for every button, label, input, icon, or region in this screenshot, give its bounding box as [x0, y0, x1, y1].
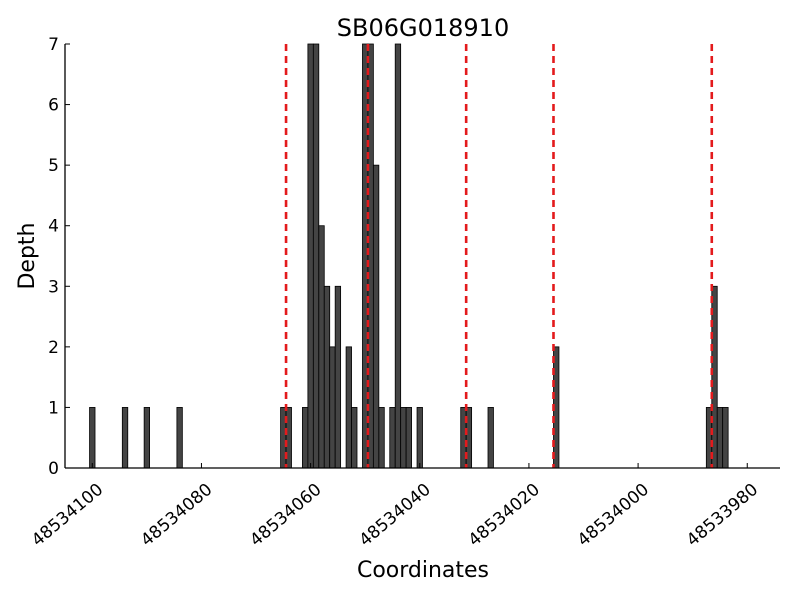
- depth-bar: [394, 43, 402, 469]
- chart-title: SB06G018910: [337, 14, 509, 42]
- y-tick-label: 6: [48, 96, 59, 116]
- x-tick-label: 48534060: [246, 480, 325, 551]
- depth-bar: [312, 43, 320, 469]
- x-axis-label: Coordinates: [357, 558, 489, 583]
- depth-bar: [345, 346, 352, 469]
- depth-bar: [323, 285, 331, 469]
- depth-bar: [351, 407, 358, 469]
- depth-bar: [378, 407, 385, 469]
- depth-bar: [400, 407, 407, 469]
- x-tick-label: 48534000: [574, 480, 653, 551]
- depth-bar: [405, 407, 412, 469]
- depth-bar: [334, 285, 342, 469]
- depth-bar: [176, 407, 183, 469]
- y-tick-label: 3: [48, 277, 59, 297]
- depth-bar: [121, 407, 129, 469]
- depth-bar: [143, 407, 150, 469]
- y-tick-label: 0: [48, 459, 59, 479]
- depth-bar: [389, 407, 396, 469]
- depth-bar: [307, 43, 314, 469]
- depth-bar: [722, 407, 729, 469]
- x-ticks-layer: 48534100 48534080 48534060 48534040 48534020…: [28, 463, 762, 551]
- depth-bar: [329, 346, 336, 469]
- y-tick-label: 5: [48, 156, 59, 176]
- axes-layer: [64, 44, 780, 469]
- x-tick-label: 48534100: [28, 480, 107, 551]
- depth-bar: [487, 407, 494, 469]
- depth-bar: [416, 407, 423, 469]
- depth-bar: [89, 407, 96, 469]
- y-tick-label: 1: [48, 398, 59, 418]
- y-tick-label: 2: [48, 338, 59, 358]
- x-tick-label: 48534040: [356, 480, 435, 551]
- bars-layer: [89, 43, 729, 469]
- reference-lines-layer: [284, 44, 714, 468]
- y-tick-label: 4: [48, 217, 59, 237]
- y-ticks-layer: 0 1 2 3 4 5 6 7: [48, 35, 70, 479]
- depth-bar: [318, 225, 325, 469]
- x-tick-label: 48534080: [137, 480, 216, 551]
- depth-bar: [716, 407, 724, 469]
- y-tick-label: 7: [48, 35, 59, 55]
- x-tick-label: 48533980: [683, 480, 762, 551]
- x-tick-label: 48534020: [465, 480, 544, 551]
- depth-bar: [302, 407, 309, 469]
- depth-bar: [372, 164, 380, 469]
- y-axis-label: Depth: [15, 222, 40, 289]
